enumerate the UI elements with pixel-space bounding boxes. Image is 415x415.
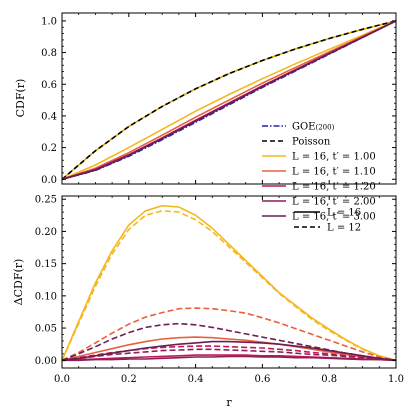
bottom-series-line-8 [61, 340, 397, 362]
top-series-line-1 [61, 20, 397, 180]
bottom-series-line-6 [62, 355, 397, 362]
bottom-x-tick-label-1: 0.2 [121, 374, 137, 385]
bottom-legend-label-0: L = 16 [327, 208, 361, 219]
top-y-tick-label-0: 0.0 [41, 175, 57, 186]
bottom-y-tick-label-0: 0.00 [35, 356, 57, 367]
bottom-y-tick-label-4: 0.20 [35, 227, 57, 238]
bottom-y-tick-label-3: 0.15 [35, 259, 57, 270]
top-y-tick-label-5: 1.0 [41, 16, 57, 27]
top-series-line-3 [61, 20, 397, 181]
bottom-legend: L = 16 L = 12 [294, 208, 361, 234]
bottom-y-tick-label-5: 0.25 [35, 195, 57, 206]
bottom-legend-label-1: L = 12 [327, 223, 361, 234]
top-panel: 0.0 0.2 0.4 0.6 0.8 1.0 CDF(r) GOE(200) Poisso… [14, 12, 397, 223]
bottom-panel: 0.0 0.2 0.4 0.6 0.8 1.0 0.00 0.05 0.10 0.15 0.20 0.… [12, 195, 404, 409]
bottom-x-tick-label-0: 0.0 [54, 374, 70, 385]
top-y-axis-label: CDF(r) [14, 79, 27, 118]
top-legend: GOE(200) Poisson L = 16, t′ = 1.00 L = 16, … [262, 122, 376, 223]
bottom-series-line-9 [61, 322, 397, 362]
bottom-x-tick-label-5: 1.0 [388, 374, 404, 385]
top-ticks: 0.0 0.2 0.4 0.6 0.8 1.0 [41, 13, 397, 186]
bottom-series-line-3 [61, 307, 397, 362]
top-series-group [61, 20, 397, 181]
bottom-series-line-2 [61, 336, 397, 362]
top-series-line-6 [61, 20, 397, 181]
top-legend-label-4: L = 16, t′ = 1.20 [292, 182, 376, 193]
top-legend-label-5: L = 16, t′ = 2.00 [292, 197, 376, 208]
bottom-x-tick-label-2: 0.4 [188, 374, 204, 385]
top-y-tick-label-4: 0.8 [41, 48, 57, 59]
bottom-series-group [61, 204, 397, 362]
top-frame [61, 12, 397, 185]
bottom-x-tick-label-4: 0.8 [321, 374, 337, 385]
bottom-y-axis-label: ΔCDF(r) [12, 259, 25, 306]
bottom-x-tick-label-3: 0.6 [254, 374, 270, 385]
top-legend-label-sub-0: (200) [316, 124, 335, 132]
top-legend-label-2: L = 16, t′ = 1.00 [292, 152, 376, 163]
bottom-y-tick-label-1: 0.05 [35, 324, 57, 335]
bottom-series-line-1 [61, 209, 397, 362]
bottom-y-tick-label-2: 0.10 [35, 291, 57, 302]
bottom-frame [61, 195, 397, 369]
top-legend-label-0: GOE(200) [292, 122, 335, 133]
top-legend-label-1: Poisson [292, 137, 331, 148]
top-y-tick-label-2: 0.4 [41, 111, 57, 122]
bottom-x-axis-label: r [226, 396, 232, 409]
top-y-tick-label-3: 0.6 [41, 80, 57, 91]
top-legend-label-6: L = 16, t′ = 3.00 [292, 212, 376, 223]
top-series-line-2 [61, 20, 397, 181]
bottom-series-line-7 [61, 348, 397, 362]
top-y-tick-label-1: 0.2 [41, 143, 57, 154]
top-legend-label-3: L = 16, t′ = 1.10 [292, 167, 376, 178]
